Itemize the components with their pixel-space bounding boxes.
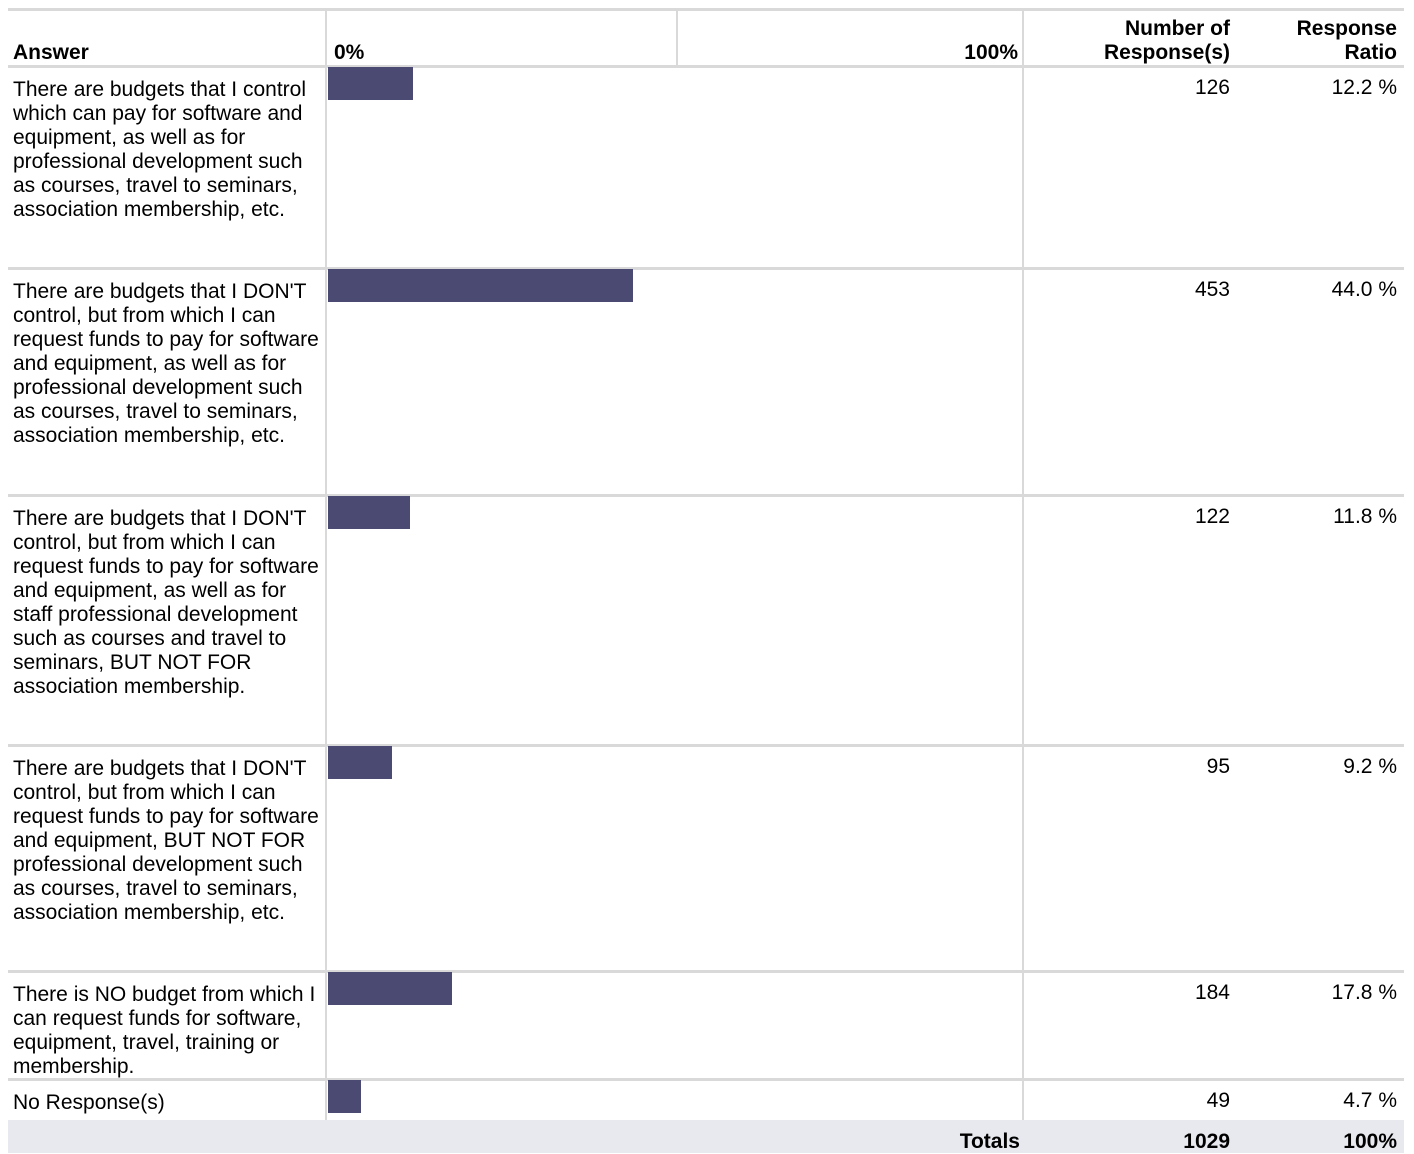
totals-count: 1029 xyxy=(1183,1130,1230,1153)
response-ratio: 11.8 % xyxy=(1333,505,1397,528)
row-border xyxy=(8,267,1404,270)
bar xyxy=(328,67,413,100)
totals-label: Totals xyxy=(959,1130,1020,1153)
x-tick-label: 0% xyxy=(334,41,365,64)
answer-text: There are budgets that I DON'T control, … xyxy=(13,757,319,924)
bar xyxy=(328,269,634,302)
response-count: 95 xyxy=(1206,755,1230,778)
row-border xyxy=(8,744,1404,747)
answer-text: There is NO budget from which I can requ… xyxy=(13,983,316,1078)
header-answer: Answer xyxy=(13,41,89,64)
column-line xyxy=(325,11,327,1120)
response-ratio: 4.7 % xyxy=(1343,1089,1397,1112)
bar xyxy=(328,1080,361,1113)
header-count: Number of Response(s) xyxy=(1103,17,1230,64)
bar xyxy=(328,972,452,1005)
column-line xyxy=(1022,11,1024,1120)
top-border xyxy=(8,8,1404,11)
response-count: 184 xyxy=(1194,981,1230,1004)
response-count: 122 xyxy=(1194,505,1230,528)
row-border xyxy=(8,65,1404,68)
header-divider xyxy=(676,11,678,65)
row-border xyxy=(8,494,1404,497)
response-ratio: 9.2 % xyxy=(1343,755,1397,778)
row-border xyxy=(8,970,1404,973)
response-count: 453 xyxy=(1194,278,1230,301)
totals-row xyxy=(8,1120,1404,1153)
response-count: 49 xyxy=(1206,1089,1230,1112)
answer-text: No Response(s) xyxy=(13,1091,165,1114)
response-ratio: 44.0 % xyxy=(1331,278,1397,301)
totals-ratio: 100% xyxy=(1343,1130,1397,1153)
bar xyxy=(328,496,410,529)
row-border xyxy=(8,1078,1404,1081)
answer-text: There are budgets that I control which c… xyxy=(13,78,307,221)
header-ratio: Response Ratio xyxy=(1296,17,1397,64)
response-count: 126 xyxy=(1194,76,1230,99)
answer-text: There are budgets that I DON'T control, … xyxy=(13,280,319,447)
response-ratio: 17.8 % xyxy=(1331,981,1397,1004)
answer-text: There are budgets that I DON'T control, … xyxy=(13,507,319,698)
bar xyxy=(328,746,392,779)
response-ratio: 12.2 % xyxy=(1331,76,1397,99)
x-tick-label: 100% xyxy=(964,41,1018,64)
